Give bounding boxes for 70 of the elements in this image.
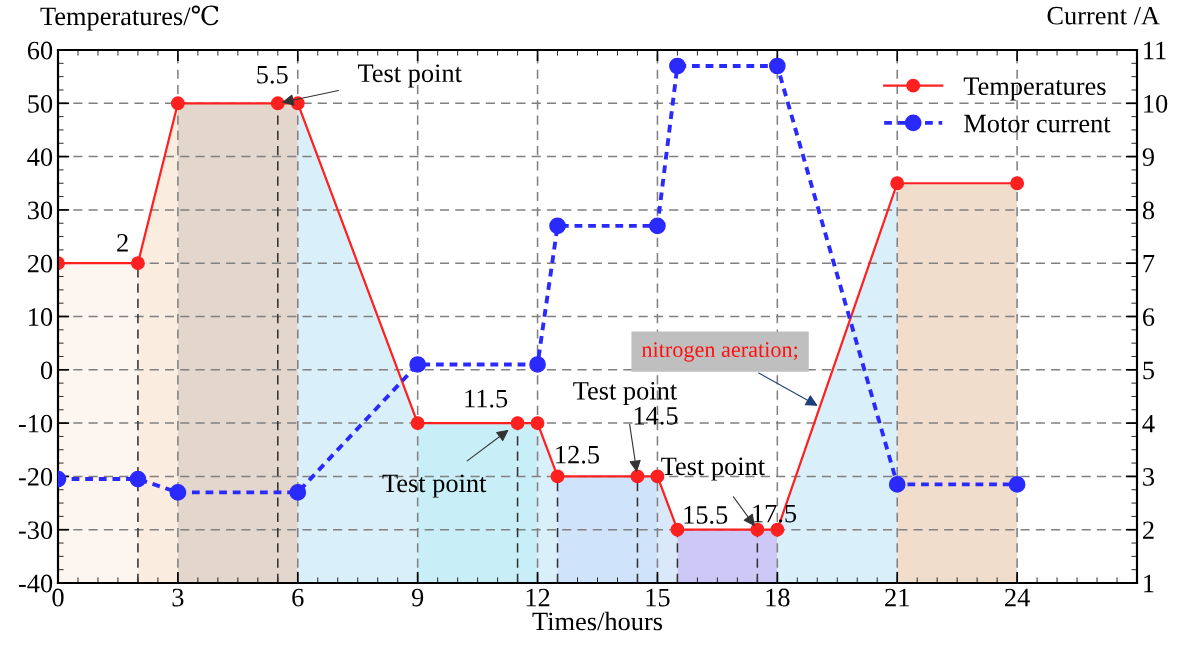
point: [549, 217, 566, 235]
point: [410, 416, 425, 431]
legend-label: Motor current: [964, 114, 1111, 133]
ref-line-label: 12.5: [556, 445, 600, 464]
x-tick-label: 21: [885, 588, 909, 607]
point: [170, 96, 185, 111]
y-tick-label: 30: [28, 201, 53, 220]
point: [888, 476, 906, 493]
point: [129, 470, 147, 488]
y-tick-label: 60: [27, 41, 53, 60]
ref-line-label: 11.5: [465, 389, 508, 408]
point: [530, 416, 545, 431]
point: [649, 217, 666, 235]
point: [510, 416, 525, 431]
y-tick-label: -30: [18, 521, 53, 540]
point: [550, 469, 565, 484]
y-tick-label: -40: [18, 574, 53, 593]
point: [890, 176, 905, 191]
y2-tick-label: 11: [1144, 41, 1166, 60]
y2-tick-label: 10: [1144, 94, 1168, 113]
y-axis-title: Temperatures/℃: [40, 5, 219, 31]
annotation: Test point: [358, 64, 462, 88]
x-tick-label: 3: [172, 588, 184, 607]
point: [169, 484, 187, 501]
point: [630, 469, 645, 484]
point: [768, 57, 786, 75]
y-tick-label: 40: [27, 148, 53, 167]
annotation: Test point: [382, 474, 487, 498]
point: [670, 522, 685, 537]
annotation: Test point: [661, 457, 765, 481]
point: [130, 256, 145, 271]
y2-tick-label: 1: [1144, 574, 1154, 593]
legend-label: Temperatures: [963, 77, 1106, 101]
y-tick-label: 10: [29, 308, 53, 326]
y2-axis-title: Current /A: [1047, 6, 1160, 25]
y2-tick-label: 9: [1142, 148, 1154, 167]
y2-tick-label: 8: [1142, 201, 1155, 220]
y2-tick-label: 3: [1143, 468, 1155, 486]
y2-tick-label: 6: [1142, 308, 1155, 326]
point: [289, 484, 307, 501]
x-tick-label: 12: [526, 588, 550, 607]
x-tick-label: 6: [292, 588, 304, 607]
annotation: Test point: [573, 381, 678, 406]
y-tick-label: 20: [27, 254, 53, 273]
point: [669, 57, 686, 75]
y2-tick-label: 2: [1143, 521, 1154, 539]
point: [409, 356, 427, 373]
x-tick-label: 9: [411, 588, 424, 607]
y2-tick-label: 4: [1142, 414, 1155, 433]
ref-line-label: 14.5: [634, 406, 678, 425]
x-tick-label: 18: [766, 588, 790, 607]
x-axis-title: Times/hours: [532, 611, 663, 631]
point: [1010, 176, 1025, 191]
y-tick-label: -20: [18, 468, 53, 486]
y-tick-label: 0: [40, 361, 53, 380]
point: [750, 522, 765, 537]
ref-line-label: 2: [117, 234, 128, 252]
annotation: nitrogen aeration;: [641, 342, 798, 362]
ref-line-label: 5.5: [257, 65, 288, 84]
point: [1008, 476, 1026, 493]
y-tick-label: -10: [18, 414, 53, 433]
point: [529, 356, 546, 373]
y-tick-label: 50: [28, 94, 53, 113]
x-tick-label: 24: [1005, 588, 1030, 607]
point: [270, 96, 285, 111]
y2-tick-label: 7: [1143, 255, 1155, 273]
x-tick-label: 15: [646, 588, 670, 607]
point: [770, 522, 785, 537]
ref-line-label: 15.5: [684, 506, 728, 524]
y2-tick-label: 5: [1143, 361, 1155, 380]
